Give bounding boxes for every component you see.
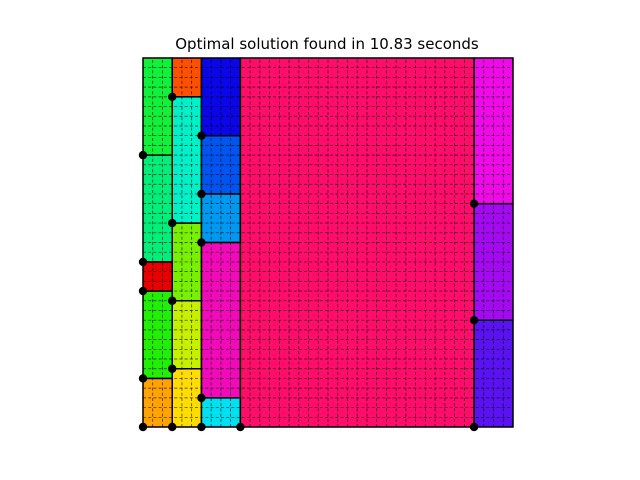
corner-dot <box>469 315 479 325</box>
corner-dot <box>168 92 177 102</box>
corner-dot <box>168 364 177 373</box>
corner-dot <box>138 374 148 383</box>
packed-rectangle-r6 <box>143 378 173 427</box>
packed-rectangle-r4 <box>143 261 173 292</box>
packed-rectangle-r5 <box>143 291 173 379</box>
corner-dot <box>138 286 148 296</box>
corner-dot <box>138 257 148 267</box>
corner-dot <box>168 422 177 432</box>
corner-dot <box>236 422 245 432</box>
grid-frame <box>142 57 514 428</box>
corner-dot <box>168 296 177 305</box>
packed-rectangle-r8 <box>172 96 202 224</box>
corner-dot <box>197 189 206 199</box>
corner-dot <box>469 422 479 432</box>
corner-dot <box>197 393 206 403</box>
packed-rectangle-r2 <box>143 58 173 156</box>
corner-dot <box>168 218 177 228</box>
packed-rectangle-r3 <box>143 155 173 262</box>
corner-dot <box>138 150 148 160</box>
corner-dot <box>197 131 206 140</box>
corner-dot <box>138 422 148 432</box>
corner-dot <box>469 199 479 208</box>
corner-dot <box>197 422 206 432</box>
corner-dot <box>197 238 206 247</box>
packed-rectangle-r10 <box>172 300 202 369</box>
figure-title: Optimal solution found in 10.83 seconds <box>175 35 479 53</box>
packed-rectangle-r16 <box>201 397 241 427</box>
packing-grid <box>138 57 514 432</box>
